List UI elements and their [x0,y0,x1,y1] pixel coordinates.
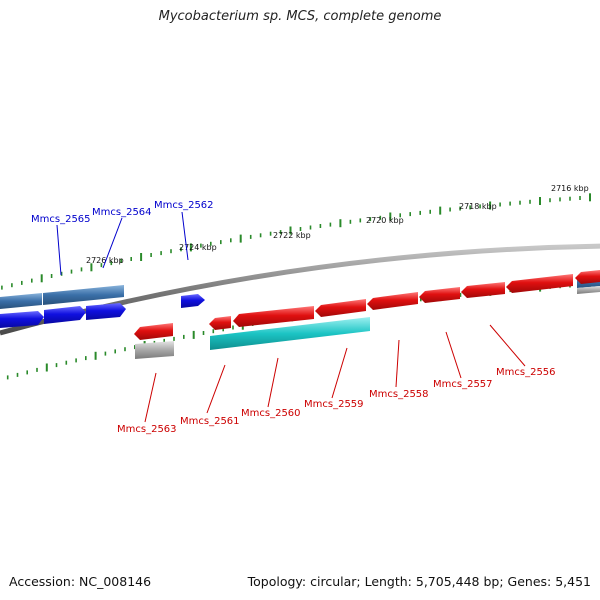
gene-arrow-2558 [367,292,418,310]
reverse-strand-features [134,270,600,359]
gene-arrow-right-edge [575,270,600,284]
scale-label-2724: 2724 kbp [179,243,217,252]
callout-lines [56,211,526,423]
gene-arrow-2557b [461,282,505,298]
gene-label-2562: Mmcs_2562 [154,200,214,211]
callout-line-2562 [181,211,189,261]
gene-arrow-2556 [506,274,573,293]
scale-label-2726: 2726 kbp [86,256,124,265]
gene-arrow-2562 [181,294,205,308]
scale-label-2716: 2716 kbp [551,184,589,193]
gene-arrow-2564b [86,303,126,320]
feature-bar-2565 [0,293,42,309]
gene-labels: Mmcs_2565 Mmcs_2564 Mmcs_2562 Mmcs_2563 … [31,200,556,435]
gene-arrow-2563 [134,323,173,340]
callout-line-2557 [445,331,462,379]
accession-text: Accession: NC_008146 [9,574,152,589]
map-title: Mycobacterium sp. MCS, complete genome [158,9,442,24]
gene-label-2560: Mmcs_2560 [241,408,301,419]
callout-line-2556 [489,324,526,367]
gene-label-2565: Mmcs_2565 [31,214,91,225]
callout-line-2561 [206,364,226,414]
scale-label-2718: 2718 kbp [459,202,497,211]
feature-bar-2564 [43,285,124,305]
callout-line-2563 [144,372,157,423]
gene-arrow-2560 [233,306,314,327]
callout-line-2565 [56,224,62,276]
gene-arrow-2565 [0,311,44,328]
pseudo-bar-2563 [135,341,174,359]
callout-line-2558 [395,339,400,388]
feature-bar-cyan [210,317,370,350]
forward-strand-features [0,276,600,328]
callout-line-2560 [267,357,279,408]
gene-label-2559: Mmcs_2559 [304,399,364,410]
callout-line-2559 [331,347,348,399]
scale-label-2722: 2722 kbp [273,231,311,240]
genome-summary-text: Topology: circular; Length: 5,705,448 bp… [247,574,591,589]
gene-arrow-2557a [419,287,460,303]
gene-label-2557: Mmcs_2557 [433,379,493,390]
gene-label-2558: Mmcs_2558 [369,389,429,400]
gene-label-2564: Mmcs_2564 [92,207,152,218]
gene-label-2561: Mmcs_2561 [180,416,240,427]
feature-bar-right-grey [577,286,600,294]
scale-labels: 2716 kbp 2718 kbp 2720 kbp 2722 kbp 2724… [86,184,589,265]
gene-arrow-2564a [44,306,86,324]
outer-scale-ticks [1,193,591,290]
gene-label-2563: Mmcs_2563 [117,424,177,435]
scale-label-2720: 2720 kbp [366,216,404,225]
gene-label-2556: Mmcs_2556 [496,367,556,378]
gene-arrow-2561 [209,316,231,330]
callout-line-2564 [102,217,123,269]
gene-arrow-2559 [315,299,366,317]
